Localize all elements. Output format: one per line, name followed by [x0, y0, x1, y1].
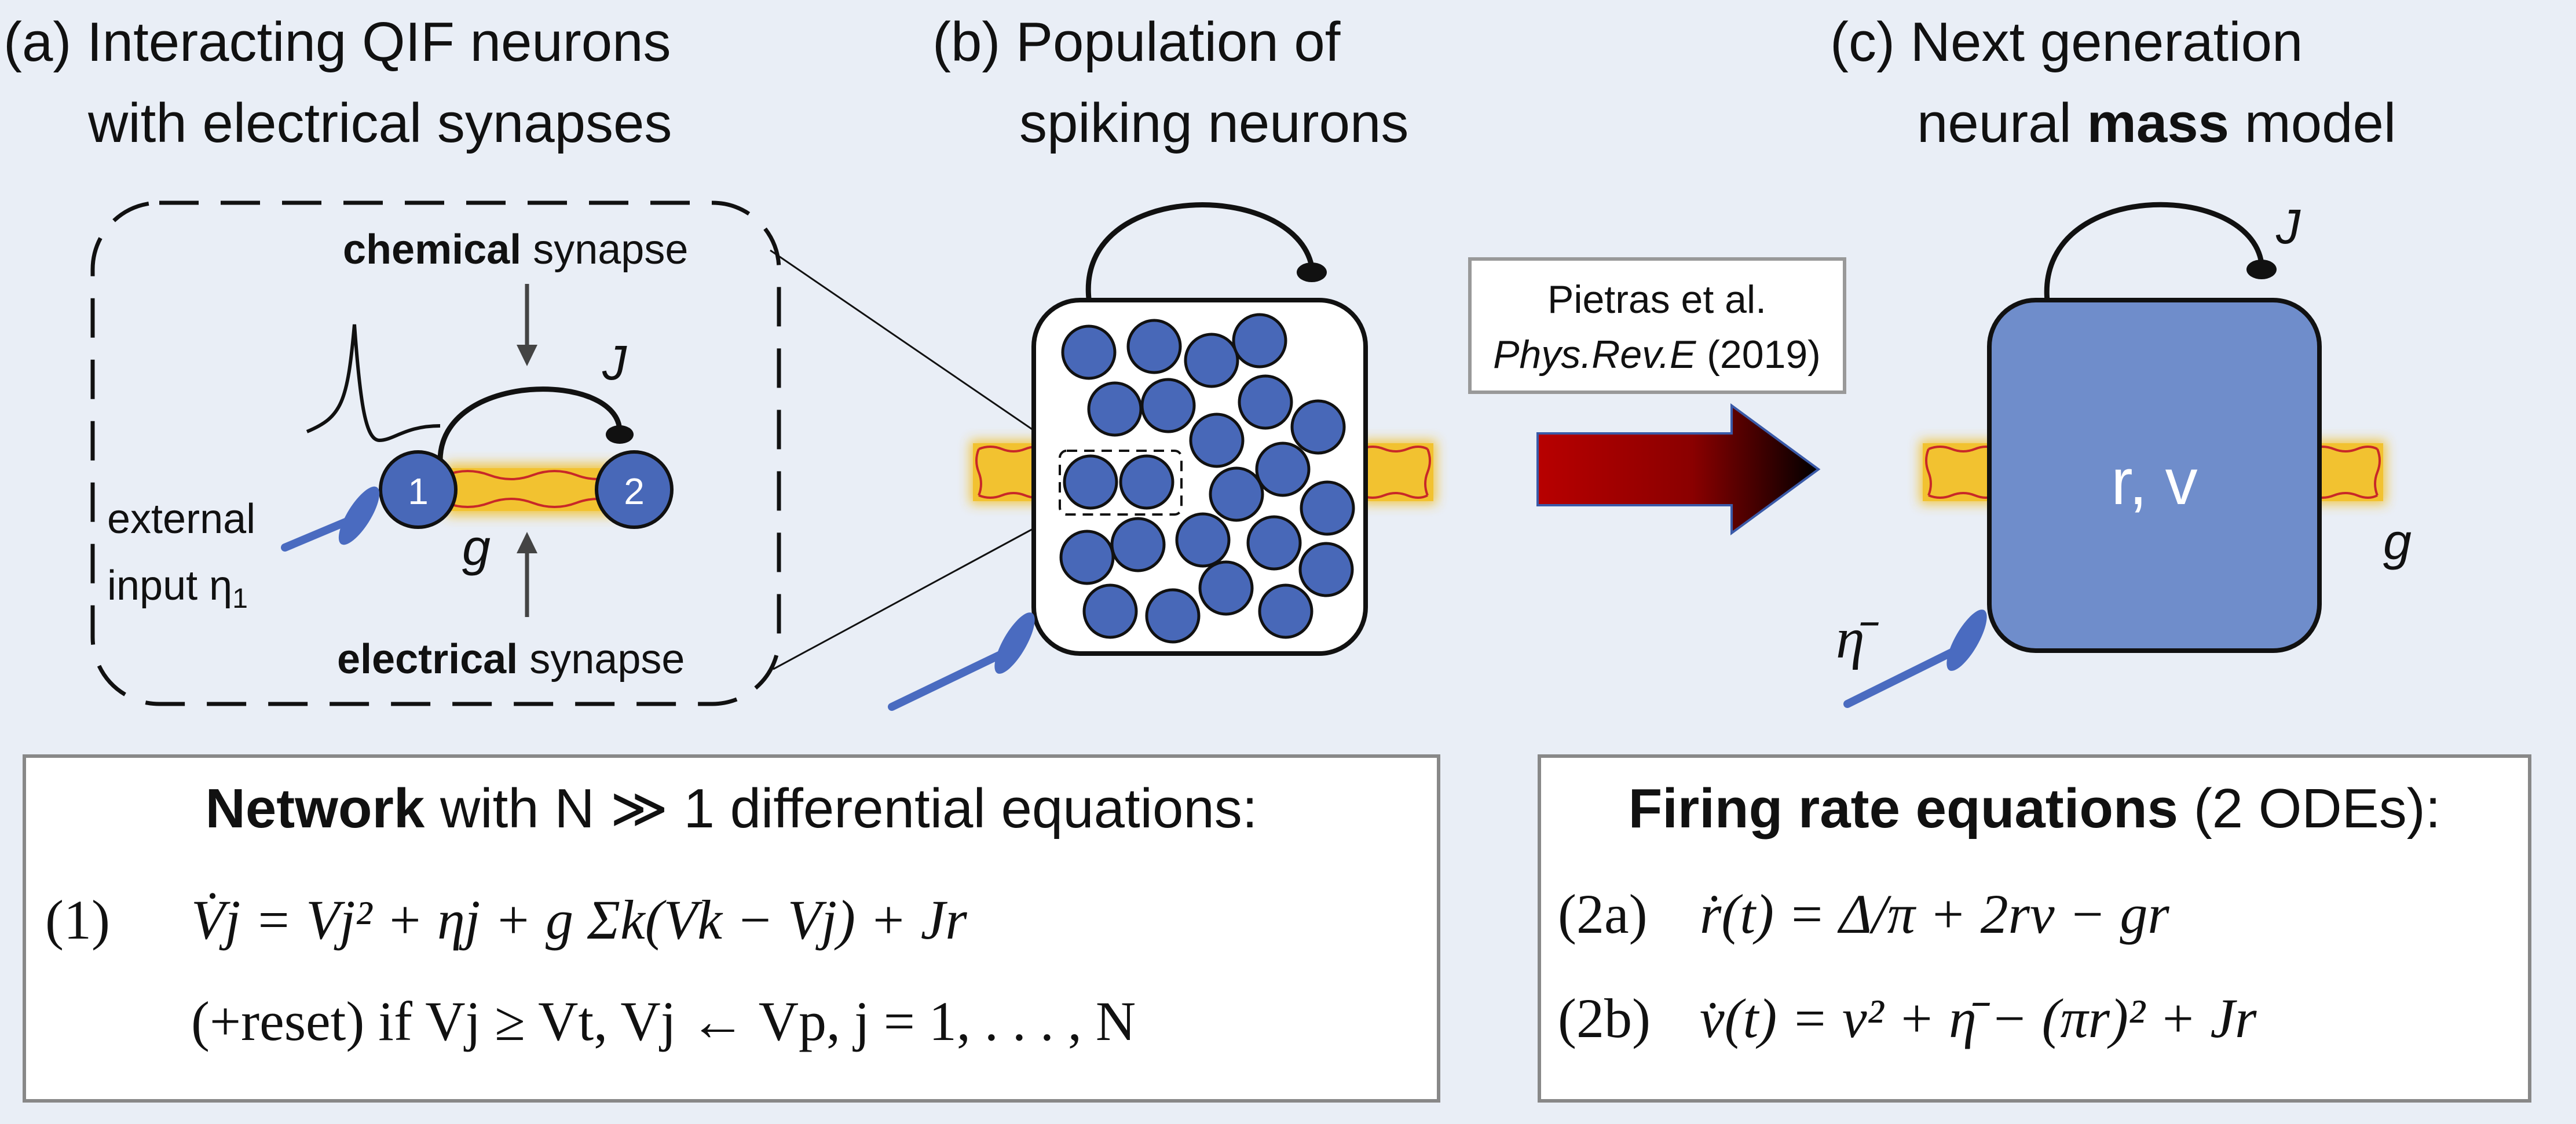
chemical-arrow-head	[517, 345, 537, 366]
network-box-title: Network with N ≫ 1 differential equation…	[206, 778, 1258, 840]
population-neuron	[1063, 454, 1118, 510]
population-neuron	[1300, 480, 1355, 536]
population-neuron	[1198, 560, 1254, 616]
electrical-arrow-head	[517, 532, 537, 553]
spike-icon	[306, 324, 441, 443]
synaptic-input-icon	[281, 486, 380, 552]
mass-synapse-terminal	[2246, 260, 2277, 279]
population-input-icon	[888, 612, 1035, 711]
firing-rate-equations-box: Firing rate equations (2 ODEs): (2a) ṙ(t…	[1538, 754, 2531, 1103]
neuron-1	[379, 450, 458, 529]
population-neuron	[1126, 319, 1182, 374]
panel-c-g-label: g	[2383, 513, 2412, 570]
panel-a-g-label: g	[462, 519, 491, 576]
panel-c-title-line1: (c) Next generation	[1830, 11, 2303, 73]
neural-mass-box	[1987, 298, 2322, 653]
gap-junction-right	[1360, 440, 1436, 504]
panel-b-title-line1: (b) Population of	[932, 11, 1341, 73]
equation-1: V̇j = Vj² + ηj + g Σk(Vk − Vj) + Jr	[191, 889, 967, 951]
recurrent-synapse-terminal	[1297, 262, 1327, 282]
zoom-inset-box	[90, 200, 781, 706]
population-neuron	[1238, 374, 1293, 430]
reference-block: Pietras et al. Phys.Rev.E (2019)	[1468, 257, 1846, 535]
neuron-2	[595, 450, 674, 529]
equation-2a: ṙ(t) = Δ/π + 2rv − gr	[1700, 883, 2169, 945]
panel-a: (a) Interacting QIF neurons with electri…	[3, 11, 1063, 706]
panel-c-title-line2: neural mass model	[1917, 92, 2396, 154]
chemical-synapse-label: chemical synapse	[343, 227, 688, 273]
population-neuron	[1082, 583, 1138, 639]
reference-box	[1468, 257, 1846, 394]
zoom-line-bottom	[773, 512, 1063, 670]
population-neuron	[1140, 378, 1196, 433]
population-neuron	[1258, 583, 1313, 639]
population-neuron	[1290, 399, 1346, 455]
mass-gap-junction-left	[1920, 440, 1996, 504]
mass-gap-junction-right	[2310, 440, 2386, 504]
panel-c: (c) Next generation neural mass model J …	[1830, 11, 2412, 708]
external-input-line2: input η1	[107, 563, 248, 614]
equation-1-condition: (+reset) if Vj ≥ Vt, Vj ← Vp, j = 1, . .…	[191, 990, 1136, 1052]
population-neuron	[1189, 413, 1245, 468]
firing-box-frame	[1538, 754, 2531, 1103]
population-neurons	[1059, 313, 1355, 644]
population-neuron	[1175, 512, 1231, 568]
network-box-frame	[23, 754, 1440, 1103]
recurrent-connection-icon	[1085, 202, 1315, 299]
population-neuron	[1298, 542, 1354, 597]
panel-a-j-label: J	[602, 335, 627, 390]
population-neuron	[1110, 517, 1166, 572]
population-neuron	[1087, 381, 1143, 437]
equation-2a-number: (2a)	[1558, 883, 1648, 945]
population-neuron	[1061, 324, 1117, 380]
neuron-pair-highlight	[1059, 450, 1183, 516]
population-neuron	[1246, 515, 1302, 571]
neuron-1-label: 1	[408, 470, 429, 512]
firing-box-title: Firing rate equations (2 ODEs):	[1629, 778, 2441, 840]
population-neuron	[1184, 333, 1239, 388]
panel-a-title-line1: (a) Interacting QIF neurons	[3, 11, 671, 73]
zoom-line-top	[770, 249, 1063, 451]
population-neuron	[1255, 441, 1311, 497]
network-equations-box: Network with N ≫ 1 differential equation…	[23, 754, 1440, 1103]
panel-c-eta-label: η̄	[1836, 606, 1879, 670]
population-neuron	[1232, 313, 1287, 368]
electrical-synapse-label: electrical synapse	[337, 636, 685, 683]
mass-recurrent-connection	[2044, 202, 2264, 302]
population-neuron	[1209, 466, 1264, 522]
reference-journal: Phys.Rev.E (2019)	[1493, 333, 1821, 377]
transformation-arrow-icon	[1536, 403, 1821, 535]
chemical-connection-arc	[437, 386, 623, 461]
synapse-terminal	[606, 425, 634, 444]
external-input-line1: external	[107, 496, 255, 542]
mass-box-label: r, v	[2111, 446, 2197, 518]
panel-c-j-label: J	[2275, 199, 2301, 254]
population-neuron	[1059, 530, 1115, 585]
population-neuron	[1119, 454, 1174, 510]
reference-authors: Pietras et al.	[1547, 278, 1766, 322]
equation-2b-number: (2b)	[1558, 987, 1651, 1049]
gap-junction-icon	[445, 464, 620, 516]
panel-a-title-line2: with electrical synapses	[87, 92, 672, 154]
population-neuron	[1145, 588, 1201, 644]
panel-b: (b) Population of spiking neurons	[888, 11, 1436, 711]
panel-b-title-line2: spiking neurons	[1019, 92, 1408, 154]
mass-input-icon	[1843, 610, 1987, 708]
equation-1-number: (1)	[45, 889, 110, 951]
equation-2b: v̇(t) = v² + η̄ − (πr)² + Jr	[1700, 987, 2257, 1049]
neuron-2-label: 2	[624, 470, 645, 512]
